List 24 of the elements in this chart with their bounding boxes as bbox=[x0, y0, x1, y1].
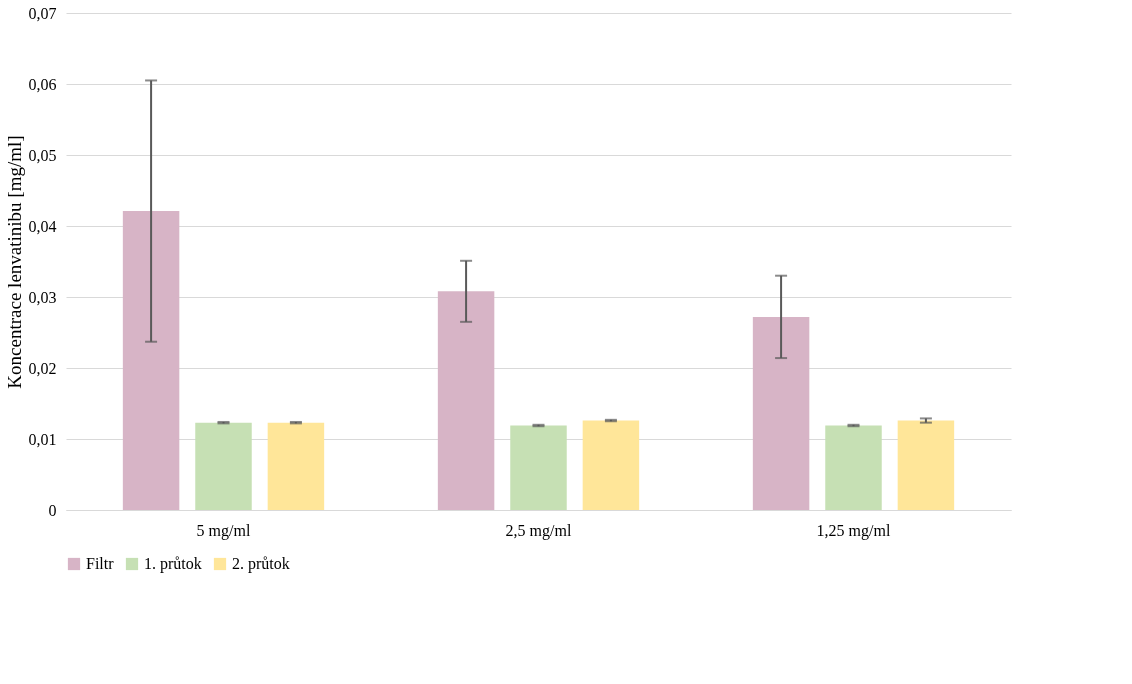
bar bbox=[267, 422, 325, 510]
bar bbox=[122, 211, 180, 510]
legend-label: 1. průtok bbox=[144, 555, 202, 573]
x-tick-label: 5 mg/ml bbox=[196, 521, 251, 540]
y-tick-label: 0,01 bbox=[28, 430, 57, 448]
y-tick-label: 0,06 bbox=[28, 75, 57, 93]
x-tick-label: 1,25 mg/ml bbox=[816, 521, 891, 540]
y-tick-label: 0,02 bbox=[28, 359, 57, 377]
y-tick-label: 0 bbox=[48, 501, 57, 519]
bar bbox=[825, 425, 882, 510]
y-tick-label: 0,07 bbox=[28, 4, 57, 22]
bar bbox=[510, 425, 567, 510]
y-tick-label: 0,04 bbox=[28, 217, 57, 235]
legend-label: 2. průtok bbox=[232, 555, 290, 573]
x-tick-label: 2,5 mg/ml bbox=[505, 521, 572, 540]
y-tick-label: 0,03 bbox=[28, 288, 57, 306]
bar bbox=[582, 420, 640, 510]
bar bbox=[437, 291, 495, 510]
y-tick-label: 0,05 bbox=[28, 146, 57, 164]
bar bbox=[195, 422, 252, 510]
y-axis-title: Koncentrace lenvatinibu [mg/ml] bbox=[3, 135, 25, 389]
legend-label: Filtr bbox=[86, 555, 115, 572]
bar bbox=[752, 316, 810, 510]
bar bbox=[897, 420, 955, 510]
